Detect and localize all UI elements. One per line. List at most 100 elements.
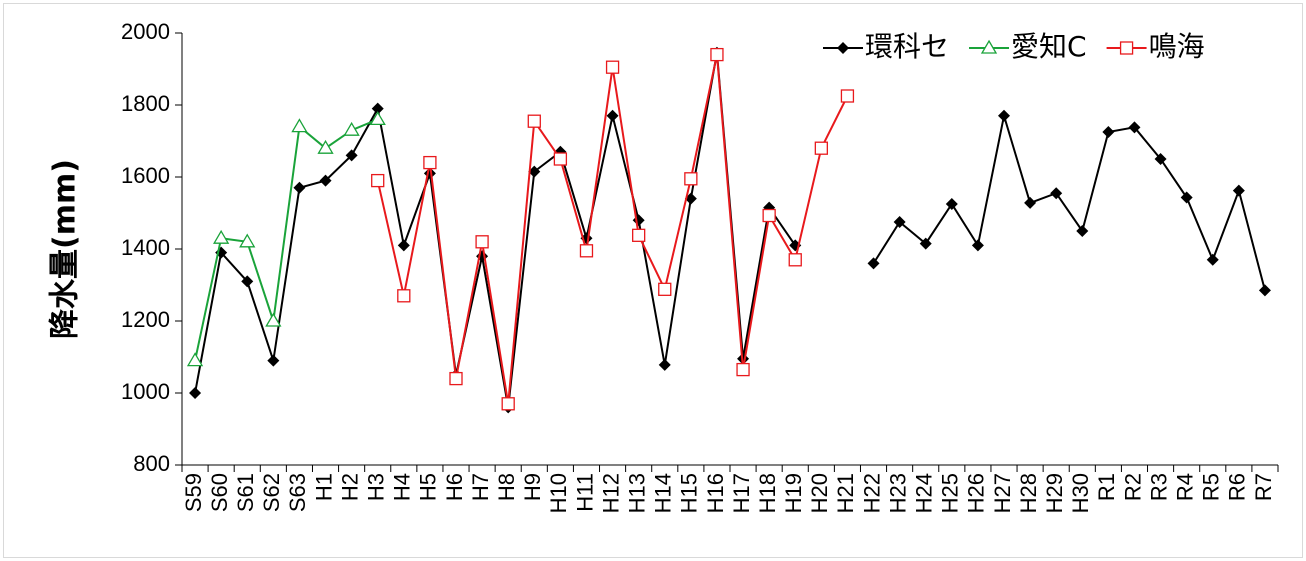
x-tick-label: H19 xyxy=(781,473,806,513)
data-point xyxy=(265,312,282,327)
x-tick-label: H1 xyxy=(311,473,336,501)
x-tick-label: H13 xyxy=(624,473,649,513)
data-point xyxy=(501,397,515,411)
legend-marker xyxy=(837,42,849,54)
x-tick-label: H25 xyxy=(938,473,963,513)
x-tick-label: H29 xyxy=(1042,473,1067,513)
x-tick-label: H7 xyxy=(468,473,493,501)
data-point xyxy=(971,239,984,252)
data-point xyxy=(371,173,385,188)
data-point xyxy=(319,174,332,187)
data-point xyxy=(553,152,568,166)
data-point xyxy=(814,141,828,155)
data-point xyxy=(213,229,230,244)
x-tick-label: H26 xyxy=(964,473,989,513)
y-tick-label: 1800 xyxy=(121,91,170,116)
x-tick-label: H21 xyxy=(833,473,858,513)
y-tick-label: 1400 xyxy=(121,235,170,260)
x-tick-label: H10 xyxy=(546,473,571,513)
data-point xyxy=(1232,184,1245,197)
data-point xyxy=(475,235,489,249)
data-point xyxy=(528,165,541,178)
x-tick-label: R4 xyxy=(1172,473,1197,501)
data-point xyxy=(1180,191,1193,204)
legend-marker xyxy=(980,39,998,54)
x-tick-label: S63 xyxy=(285,473,310,512)
data-point xyxy=(293,181,306,194)
data-point xyxy=(186,352,204,367)
y-tick-label: 1200 xyxy=(121,307,170,332)
x-tick-label: H18 xyxy=(755,473,780,513)
data-point xyxy=(317,139,334,154)
x-tick-label: S59 xyxy=(181,473,206,512)
data-point xyxy=(397,289,411,303)
data-point xyxy=(579,244,594,258)
x-tick-label: S61 xyxy=(233,473,258,512)
x-tick-label: H6 xyxy=(442,473,467,501)
data-point xyxy=(1024,196,1037,209)
x-tick-label: S62 xyxy=(259,473,284,512)
x-tick-label: R6 xyxy=(1225,473,1250,501)
data-point xyxy=(710,47,724,62)
data-point xyxy=(369,111,386,126)
data-point xyxy=(1076,225,1089,237)
data-point xyxy=(788,253,802,267)
data-point xyxy=(449,371,463,386)
x-tick-label: H24 xyxy=(912,473,937,513)
data-point xyxy=(1050,187,1063,200)
legend-label: 鳴海 xyxy=(1149,30,1205,63)
data-point xyxy=(291,118,308,133)
data-point xyxy=(343,121,360,136)
x-tick-label: H3 xyxy=(364,473,389,501)
x-tick-label: H16 xyxy=(703,473,728,513)
data-point xyxy=(998,109,1010,122)
x-tick-label: H12 xyxy=(598,473,623,513)
data-point xyxy=(736,362,750,377)
x-tick-label: R3 xyxy=(1146,473,1171,501)
x-tick-label: R2 xyxy=(1120,473,1145,501)
x-tick-label: H20 xyxy=(807,473,832,513)
x-tick-label: H23 xyxy=(885,473,910,513)
x-tick-label: S60 xyxy=(207,473,232,512)
y-tick-label: 2000 xyxy=(121,19,170,44)
data-point xyxy=(658,282,672,296)
x-tick-label: H8 xyxy=(494,473,519,501)
x-tick-label: H15 xyxy=(677,473,702,513)
x-tick-label: H2 xyxy=(337,473,362,501)
data-point xyxy=(527,114,541,128)
data-point xyxy=(1154,153,1167,165)
legend-label: 環科セ xyxy=(865,30,949,63)
data-point xyxy=(189,387,202,399)
data-point xyxy=(1128,121,1141,134)
y-tick-label: 1600 xyxy=(121,163,170,188)
data-point xyxy=(345,149,358,162)
data-point xyxy=(1258,284,1271,297)
data-point xyxy=(1206,253,1219,266)
x-tick-label: H27 xyxy=(990,473,1015,513)
data-point xyxy=(241,275,254,288)
series-line xyxy=(872,115,1266,291)
data-point xyxy=(423,155,437,170)
x-tick-label: H28 xyxy=(1016,473,1041,513)
x-tick-label: H30 xyxy=(1068,473,1093,513)
data-point xyxy=(762,208,776,223)
y-tick-label: 1000 xyxy=(121,379,170,404)
y-axis-title: 降水量(mm) xyxy=(48,159,83,339)
legend-marker xyxy=(1119,41,1134,55)
y-tick-label: 800 xyxy=(133,451,170,476)
data-point xyxy=(371,102,384,115)
x-tick-label: H22 xyxy=(859,473,884,513)
x-tick-label: H9 xyxy=(520,473,545,501)
data-point xyxy=(632,228,646,242)
x-tick-label: R5 xyxy=(1199,473,1224,501)
data-point xyxy=(267,354,280,367)
x-tick-label: R7 xyxy=(1251,473,1276,501)
data-point xyxy=(893,216,906,228)
data-point xyxy=(605,60,620,74)
data-point xyxy=(397,239,410,252)
data-point xyxy=(840,89,855,103)
x-tick-label: R1 xyxy=(1094,473,1119,501)
data-point xyxy=(239,233,256,248)
x-tick-label: H14 xyxy=(651,473,676,513)
